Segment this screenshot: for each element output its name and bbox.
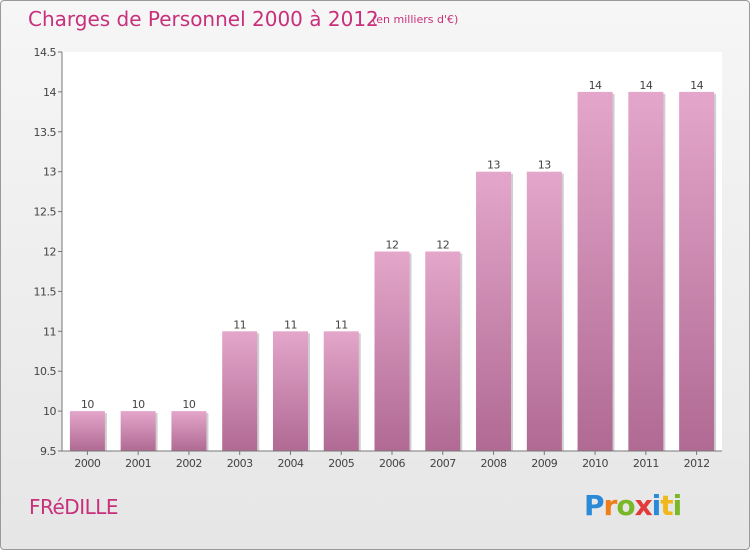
y-tick-label: 13.5 [34, 126, 57, 139]
logo-letter: r [603, 489, 618, 522]
bar[interactable] [425, 251, 461, 452]
bar[interactable] [69, 411, 105, 451]
bar[interactable] [577, 91, 613, 452]
bar-value-label: 10 [182, 398, 195, 411]
x-tick-label: 2007 [430, 457, 456, 470]
x-tick-label: 2008 [481, 457, 507, 470]
proxiti-logo[interactable]: Proxiti [584, 489, 683, 522]
bar[interactable] [323, 331, 359, 451]
bar-value-label: 13 [538, 159, 551, 172]
y-tick-label: 14.5 [34, 46, 57, 59]
bar-value-label: 13 [487, 159, 500, 172]
x-tick-label: 2012 [684, 457, 710, 470]
bar[interactable] [679, 91, 715, 452]
logo-letter: t [660, 489, 673, 522]
y-tick-label: 9.5 [40, 445, 56, 458]
logo-letter: i [651, 489, 662, 522]
bar-value-label: 11 [335, 318, 348, 331]
x-tick-label: 2002 [176, 457, 202, 470]
x-tick-label: 2006 [379, 457, 405, 470]
x-tick-label: 2005 [328, 457, 354, 470]
bar[interactable] [526, 171, 562, 451]
bar-value-label: 14 [639, 79, 652, 92]
commune-name: FRéDILLE [29, 495, 119, 519]
bar[interactable] [120, 411, 156, 451]
x-tick-label: 2009 [531, 457, 557, 470]
bar[interactable] [628, 91, 664, 452]
x-tick-label: 2000 [74, 457, 100, 470]
bar[interactable] [374, 251, 410, 452]
bar[interactable] [272, 331, 308, 451]
x-tick-label: 2010 [582, 457, 608, 470]
y-tick-label: 11.5 [34, 285, 57, 298]
x-tick-label: 2011 [633, 457, 659, 470]
logo-letter: i [672, 489, 683, 522]
x-tick-label: 2004 [277, 457, 303, 470]
x-tick-label: 2001 [125, 457, 151, 470]
logo-letter: x [634, 489, 653, 522]
bar-value-label: 10 [132, 398, 145, 411]
bar-value-label: 11 [233, 318, 246, 331]
x-tick-label: 2003 [227, 457, 253, 470]
chart-title: Charges de Personnel 2000 à 2012 [28, 7, 379, 31]
y-tick-label: 10.5 [34, 365, 57, 378]
y-tick-label: 14 [43, 86, 56, 99]
y-tick-label: 12 [43, 246, 56, 259]
chart-subtitle: (en milliers d'€) [372, 13, 459, 26]
bar[interactable] [476, 171, 512, 451]
bar-value-label: 12 [436, 239, 449, 252]
bar-value-label: 14 [690, 79, 703, 92]
y-tick-label: 11 [43, 325, 56, 338]
bar[interactable] [171, 411, 207, 451]
bar-value-label: 14 [589, 79, 602, 92]
y-tick-label: 12.5 [34, 206, 57, 219]
y-tick-label: 10 [43, 405, 56, 418]
bar[interactable] [222, 331, 258, 451]
bar-value-label: 10 [81, 398, 94, 411]
logo-letter: P [584, 489, 605, 522]
y-tick-label: 13 [43, 166, 56, 179]
bar-value-label: 12 [386, 239, 399, 252]
bar-value-label: 11 [284, 318, 297, 331]
logo-letter: o [616, 489, 635, 522]
